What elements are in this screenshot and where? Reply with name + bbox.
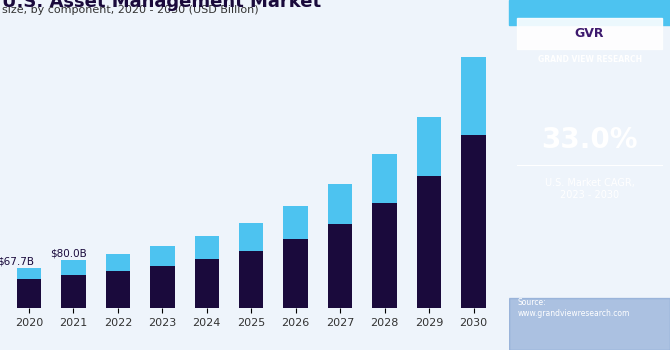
Bar bbox=[417, 117, 442, 176]
Bar bbox=[239, 251, 263, 308]
Text: U.S. Asset Management Market: U.S. Asset Management Market bbox=[2, 0, 321, 11]
Bar bbox=[239, 223, 263, 251]
Bar bbox=[106, 271, 130, 308]
Bar bbox=[517, 18, 662, 49]
Legend: Solution, Service: Solution, Service bbox=[172, 348, 330, 350]
Bar bbox=[417, 176, 442, 308]
Text: U.S. Market CAGR,
2023 - 2030: U.S. Market CAGR, 2023 - 2030 bbox=[545, 178, 634, 200]
Text: 33.0%: 33.0% bbox=[541, 126, 638, 154]
Text: GVR: GVR bbox=[575, 27, 604, 40]
Bar bbox=[462, 57, 486, 135]
Bar bbox=[194, 236, 219, 259]
Bar bbox=[150, 266, 175, 308]
Bar bbox=[17, 267, 41, 279]
Bar bbox=[283, 206, 308, 239]
Bar bbox=[283, 239, 308, 308]
Bar bbox=[328, 184, 352, 224]
Text: size, by component, 2020 - 2030 (USD Billion): size, by component, 2020 - 2030 (USD Bil… bbox=[2, 5, 259, 15]
Bar bbox=[106, 254, 130, 271]
Text: $67.7B: $67.7B bbox=[0, 256, 34, 266]
Bar bbox=[17, 279, 41, 308]
Bar bbox=[328, 224, 352, 308]
Bar bbox=[61, 260, 86, 274]
Bar bbox=[462, 135, 486, 308]
Bar bbox=[61, 274, 86, 308]
Bar bbox=[150, 246, 175, 266]
Bar bbox=[373, 203, 397, 308]
Text: GRAND VIEW RESEARCH: GRAND VIEW RESEARCH bbox=[537, 55, 642, 64]
Text: Source:
www.grandviewresearch.com: Source: www.grandviewresearch.com bbox=[517, 298, 630, 318]
Bar bbox=[194, 259, 219, 308]
Text: $80.0B: $80.0B bbox=[50, 249, 87, 259]
Bar bbox=[373, 154, 397, 203]
Bar bbox=[509, 298, 670, 350]
Bar bbox=[509, 0, 670, 25]
